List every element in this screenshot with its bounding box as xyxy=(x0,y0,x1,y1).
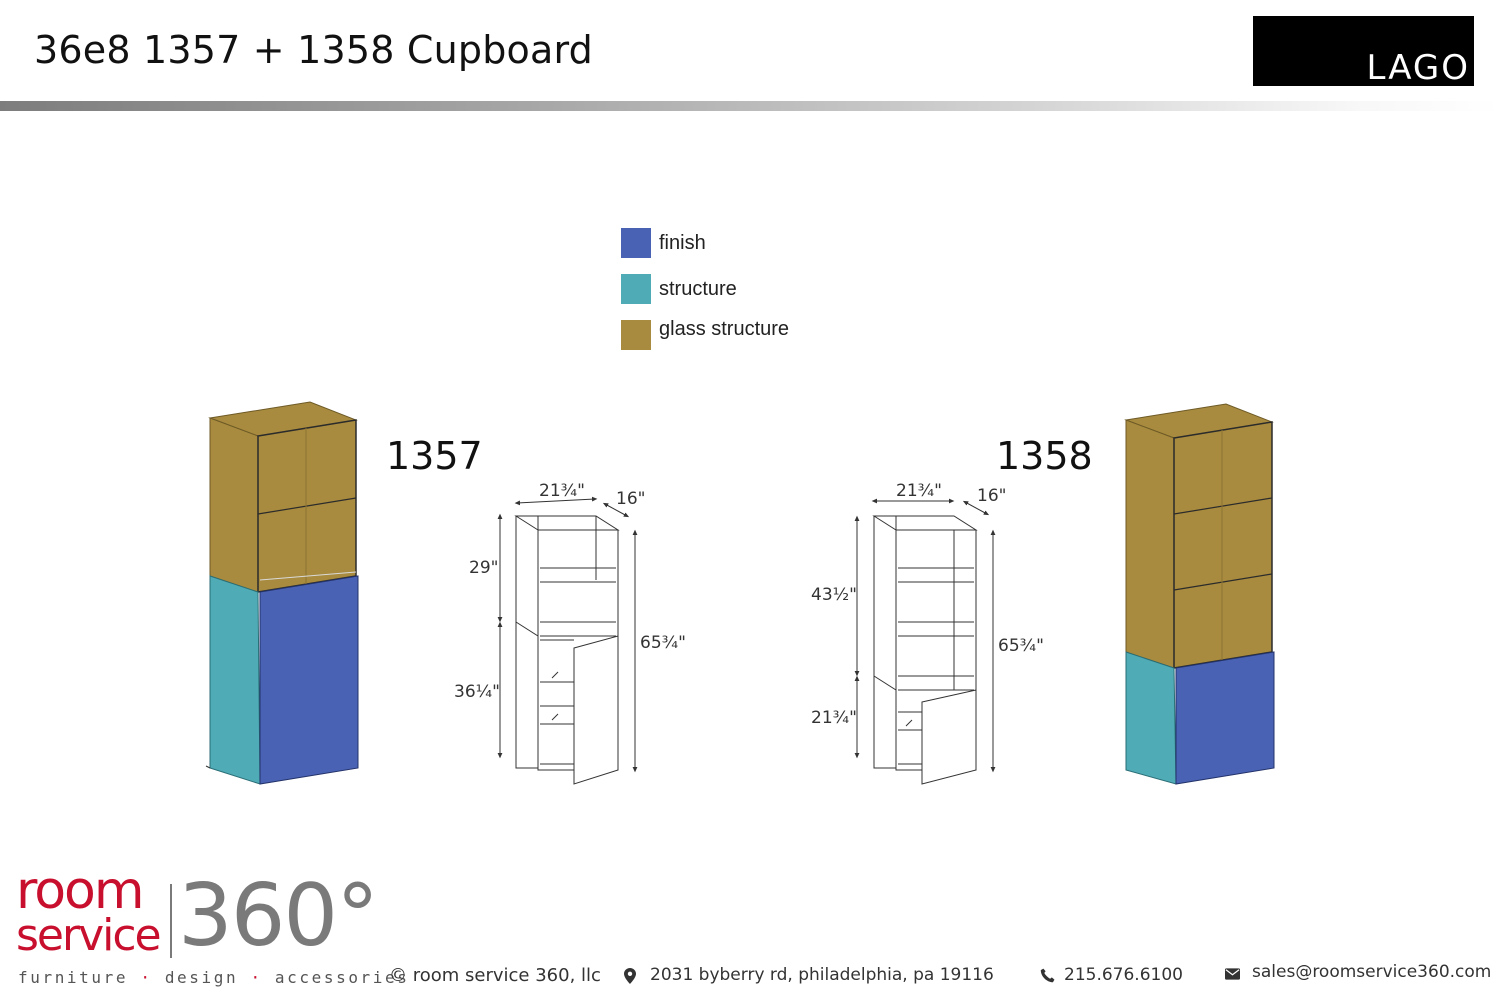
legend-item-glass-structure: glass structure xyxy=(621,318,861,350)
dimension-lines-1358 xyxy=(854,498,996,773)
legend-label: finish xyxy=(659,232,706,254)
tagline-design: design xyxy=(164,968,239,987)
structure-swatch xyxy=(621,274,651,304)
phone-icon xyxy=(1040,968,1055,983)
cupboard-1357-drawing xyxy=(514,515,620,785)
tagline-separator: · xyxy=(250,968,275,987)
finish-swatch xyxy=(621,228,651,258)
brand-logo-room: room xyxy=(16,861,145,921)
dimension-lines-1357 xyxy=(497,496,638,773)
copyright-text: © room service 360, llc xyxy=(389,965,601,986)
dim-1357-depth: 16" xyxy=(616,489,645,509)
dim-1358-width: 21¾" xyxy=(896,481,942,501)
map-pin-icon xyxy=(624,968,636,984)
phone-number[interactable]: 215.676.6100 xyxy=(1064,965,1183,985)
page-title: 36e8 1357 + 1358 Cupboard xyxy=(34,28,593,72)
address-text: 2031 byberry rd, philadelphia, pa 19116 xyxy=(650,965,994,985)
lago-logo-text: LAGO xyxy=(1366,48,1470,88)
dim-1358-total-height: 65¾" xyxy=(998,636,1044,656)
tagline-furniture: furniture xyxy=(18,968,129,987)
brand-logo-360: 360° xyxy=(178,866,379,966)
brand-tagline: furniture · design · accessories xyxy=(18,968,409,987)
cupboard-1358-drawing xyxy=(872,515,978,785)
legend-label: structure xyxy=(659,278,737,300)
header-rule xyxy=(0,101,1500,111)
dim-1357-upper-height: 29" xyxy=(469,558,498,578)
email-link[interactable]: sales@roomservice360.com xyxy=(1252,962,1492,982)
cupboard-1357-render xyxy=(205,401,359,785)
dim-1357-total-height: 65¾" xyxy=(640,633,686,653)
dim-1358-lower-height: 21¾" xyxy=(811,708,857,728)
legend-item-finish: finish xyxy=(621,228,861,258)
tagline-separator: · xyxy=(140,968,165,987)
model-number-1358: 1358 xyxy=(996,434,1093,478)
tagline-accessories: accessories xyxy=(274,968,410,987)
envelope-icon xyxy=(1225,968,1240,980)
legend-label: glass structure xyxy=(659,318,790,340)
dim-1358-depth: 16" xyxy=(977,486,1006,506)
glass-structure-swatch xyxy=(621,320,651,350)
model-number-1357: 1357 xyxy=(386,434,483,478)
cupboard-1358-render xyxy=(1124,403,1275,785)
brand-logo-service: service xyxy=(16,910,162,961)
dim-1357-width: 21¾" xyxy=(539,481,585,501)
dim-1358-upper-height: 43½" xyxy=(811,585,857,605)
legend-item-structure: structure xyxy=(621,274,861,304)
lago-logo: LAGO xyxy=(1253,16,1474,88)
dim-1357-lower-height: 36¼" xyxy=(454,682,500,702)
brand-divider xyxy=(170,884,172,958)
